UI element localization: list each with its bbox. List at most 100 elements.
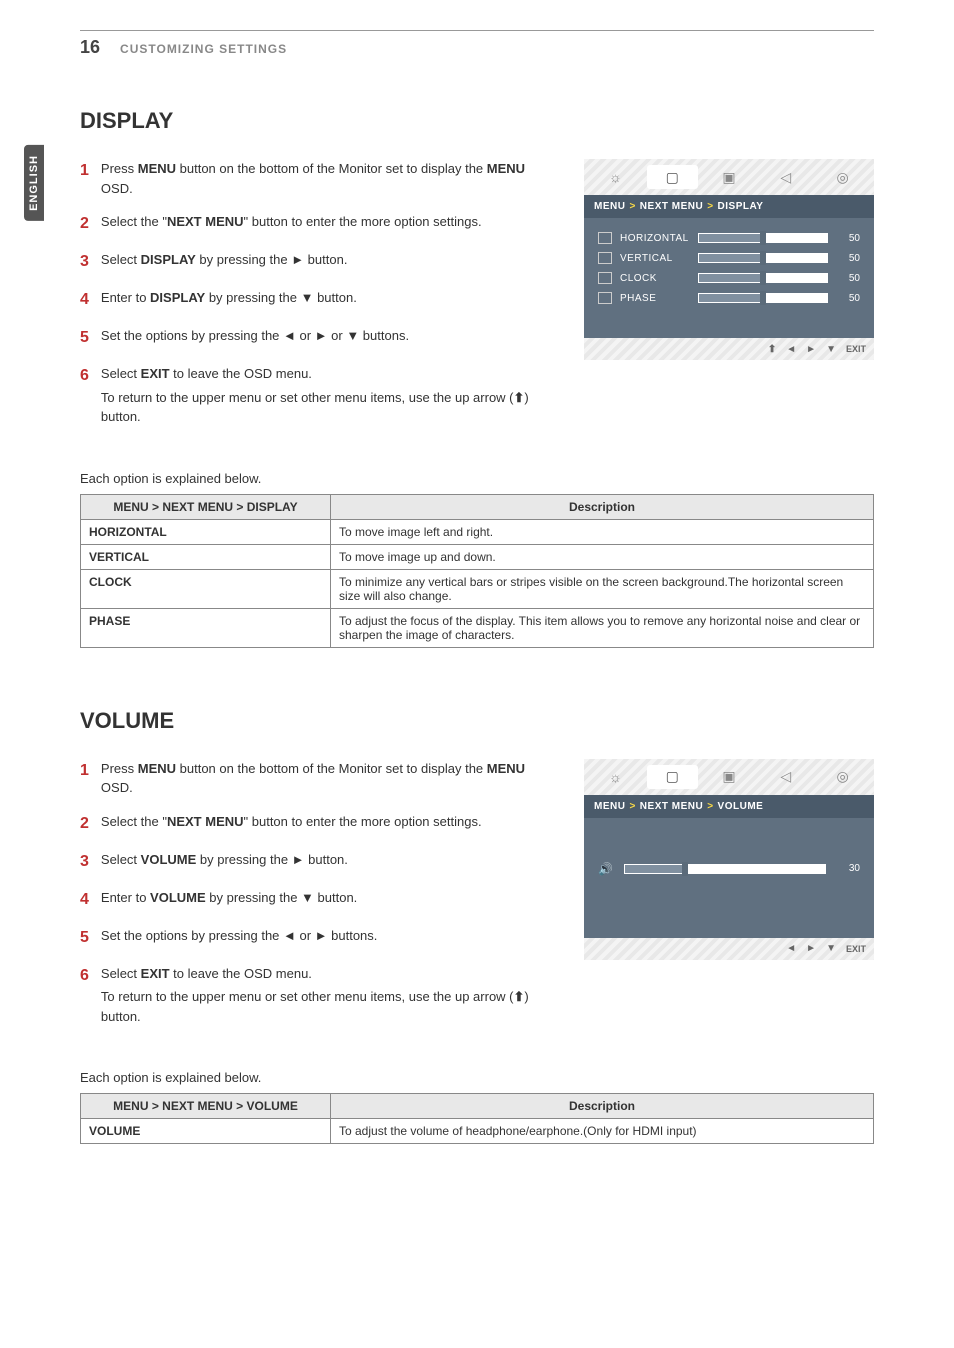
osd-value: 50 (836, 253, 860, 264)
osd-slider[interactable] (698, 253, 828, 263)
language-tab: ENGLISH (24, 145, 44, 221)
step-number: 4 (80, 888, 89, 912)
osd-footer: ⬆ ◄ ► ▼ EXIT (584, 338, 874, 360)
arrow-icon[interactable]: ◄ (786, 344, 796, 355)
osd-label: HORIZONTAL (620, 233, 690, 244)
step-text: Select EXIT to leave the OSD menu.To ret… (101, 364, 554, 427)
osd-body: HORIZONTAL50VERTICAL50CLOCK50PHASE50 (584, 218, 874, 338)
step: 6Select EXIT to leave the OSD menu.To re… (80, 964, 554, 1027)
osd-tab[interactable]: ☼ (590, 165, 641, 189)
osd-label: VERTICAL (620, 253, 690, 264)
step-text: Enter to DISPLAY by pressing the ▼ butto… (101, 288, 554, 312)
osd-tab[interactable]: ▣ (704, 765, 755, 789)
osd-breadcrumb: MENU>NEXT MENU>DISPLAY (584, 195, 874, 218)
step-number: 6 (80, 364, 89, 427)
osd-row: CLOCK50 (598, 272, 860, 284)
osd-tab[interactable]: ◁ (760, 765, 811, 789)
step-text: Select VOLUME by pressing the ► button. (101, 850, 554, 874)
chevron-right-icon: > (629, 801, 635, 812)
step: 5 Set the options by pressing the ◄ or ► … (80, 926, 554, 950)
osd-breadcrumb: MENU>NEXT MENU>VOLUME (584, 795, 874, 818)
step-text: Enter to VOLUME by pressing the ▼ button… (101, 888, 554, 912)
step-number: 3 (80, 850, 89, 874)
osd-slider[interactable] (698, 273, 828, 283)
table-header: MENU > NEXT MENU > VOLUME (81, 1094, 331, 1119)
osd-row: HORIZONTAL50 (598, 232, 860, 244)
step-text: Select the "NEXT MENU" button to enter t… (101, 812, 554, 836)
step-number: 2 (80, 812, 89, 836)
osd-tab[interactable]: ☼ (590, 765, 641, 789)
breadcrumb-item: MENU (594, 201, 625, 212)
chevron-right-icon: > (629, 201, 635, 212)
osd-label: CLOCK (620, 273, 690, 284)
arrow-icon[interactable]: ► (806, 943, 816, 954)
section-title-display: DISPLAY (80, 108, 874, 134)
table-cell: To minimize any vertical bars or stripes… (331, 569, 874, 608)
step-text: Select DISPLAY by pressing the ► button. (101, 250, 554, 274)
table-row: PHASETo adjust the focus of the display.… (81, 608, 874, 647)
osd-slider[interactable] (624, 864, 826, 874)
step-number: 5 (80, 926, 89, 950)
table-header: Description (331, 1094, 874, 1119)
step-text: Press MENU button on the bottom of the M… (101, 159, 554, 198)
page-header-title: CUSTOMIZING SETTINGS (120, 42, 287, 56)
osd-tab[interactable]: ▢ (647, 165, 698, 189)
breadcrumb-item: VOLUME (718, 801, 764, 812)
step-number: 6 (80, 964, 89, 1027)
table-cell: To adjust the focus of the display. This… (331, 608, 874, 647)
exit-button[interactable]: EXIT (846, 944, 866, 954)
arrow-icon[interactable]: ▼ (826, 943, 836, 954)
osd-footer: ◄ ► ▼ EXIT (584, 938, 874, 960)
osd-tabs: ☼▢▣◁◎ (584, 759, 874, 795)
table-cell: HORIZONTAL (81, 519, 331, 544)
osd-row-icon (598, 252, 612, 264)
osd-tab[interactable]: ▣ (704, 165, 755, 189)
osd-value: 50 (836, 293, 860, 304)
chevron-right-icon: > (707, 201, 713, 212)
step: 5Set the options by pressing the ◄ or ► … (80, 326, 554, 350)
osd-tab[interactable]: ◎ (817, 165, 868, 189)
step: 6Select EXIT to leave the OSD menu.To re… (80, 364, 554, 427)
step: 3 Select VOLUME by pressing the ► button. (80, 850, 554, 874)
volume-steps: 1Press MENU button on the bottom of the … (80, 759, 554, 1041)
display-steps: 1 Press MENU button on the bottom of the … (80, 159, 554, 441)
arrow-icon[interactable]: ◄ (786, 943, 796, 954)
osd-tabs: ☼▢▣◁◎ (584, 159, 874, 195)
speaker-icon: 🔊 (598, 862, 614, 876)
osd-slider[interactable] (698, 233, 828, 243)
table-cell: PHASE (81, 608, 331, 647)
arrow-icon[interactable]: ► (806, 344, 816, 355)
osd-slider[interactable] (698, 293, 828, 303)
osd-panel-volume: ☼▢▣◁◎ MENU>NEXT MENU>VOLUME 🔊 30 ◄►▼EXIT (584, 759, 874, 1041)
osd-tab[interactable]: ◁ (760, 165, 811, 189)
breadcrumb-item: NEXT MENU (640, 201, 703, 212)
step-number: 3 (80, 250, 89, 274)
osd-body: 🔊 30 (584, 818, 874, 938)
table-cell: VOLUME (81, 1119, 331, 1144)
step-text: Set the options by pressing the ◄ or ► b… (101, 926, 554, 950)
step: 1 Press MENU button on the bottom of the … (80, 159, 554, 198)
page-number: 16 (80, 37, 100, 58)
exit-button[interactable]: EXIT (846, 344, 866, 354)
table-cell: To move image up and down. (331, 544, 874, 569)
chevron-right-icon: > (707, 801, 713, 812)
osd-tab[interactable]: ◎ (817, 765, 868, 789)
table-row: VOLUMETo adjust the volume of headphone/… (81, 1119, 874, 1144)
osd-row-icon (598, 232, 612, 244)
step-number: 1 (80, 159, 89, 198)
table-cell: CLOCK (81, 569, 331, 608)
explain-intro-volume: Each option is explained below. (80, 1070, 874, 1085)
arrow-icon[interactable]: ⬆ (768, 344, 776, 355)
osd-row-icon (598, 272, 612, 284)
arrow-icon[interactable]: ▼ (826, 344, 836, 355)
step-subtext: To return to the upper menu or set other… (101, 388, 554, 427)
step: 4Enter to DISPLAY by pressing the ▼ butt… (80, 288, 554, 312)
step: 2 Select the "NEXT MENU" button to enter … (80, 812, 554, 836)
osd-row: PHASE50 (598, 292, 860, 304)
table-header: MENU > NEXT MENU > DISPLAY (81, 494, 331, 519)
table-cell: To move image left and right. (331, 519, 874, 544)
table-cell: VERTICAL (81, 544, 331, 569)
osd-tab[interactable]: ▢ (647, 765, 698, 789)
step-number: 1 (80, 759, 89, 798)
step-text: Select EXIT to leave the OSD menu.To ret… (101, 964, 554, 1027)
